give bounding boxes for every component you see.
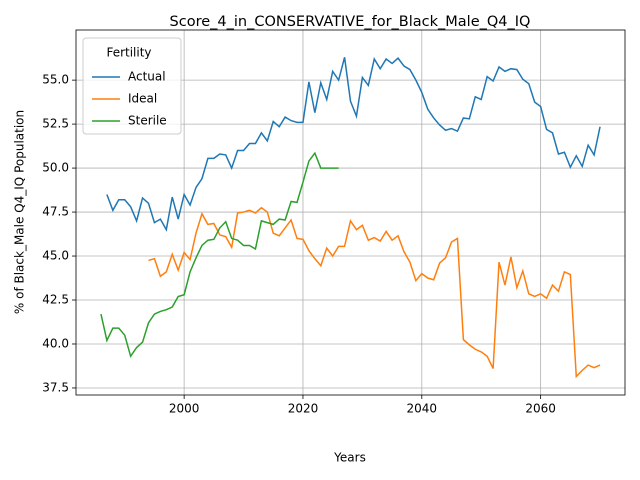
legend-label: Ideal [128, 92, 157, 106]
y-tick-label: 40.0 [42, 336, 69, 350]
plot-frame [75, 29, 626, 396]
legend-label: Actual [128, 70, 166, 84]
y-tick-label: 47.5 [42, 205, 69, 219]
y-tick-label: 52.5 [42, 117, 69, 131]
series-line [148, 206, 601, 379]
x-tick-label: 2020 [288, 402, 319, 416]
y-tick-label: 50.0 [42, 161, 69, 175]
y-tick-label: 45.0 [42, 249, 69, 263]
y-axis-label: % of Black_Male Q4_IQ Population [13, 110, 27, 314]
series-line [100, 151, 339, 359]
legend-title: Fertility [106, 46, 151, 60]
x-axis-label: Years [333, 451, 366, 465]
x-tick-label: 2060 [525, 402, 556, 416]
y-tick-label: 42.5 [42, 293, 69, 307]
series-line [106, 57, 601, 232]
x-tick-label: 2000 [169, 402, 200, 416]
x-tick-label: 2040 [407, 402, 438, 416]
legend-box [82, 37, 182, 135]
y-tick-label: 55.0 [42, 73, 69, 87]
chart-title: Score_4_in_CONSERVATIVE_for_Black_Male_Q… [170, 14, 531, 30]
y-tick-label: 37.5 [42, 380, 69, 394]
legend-label: Sterile [128, 114, 167, 128]
